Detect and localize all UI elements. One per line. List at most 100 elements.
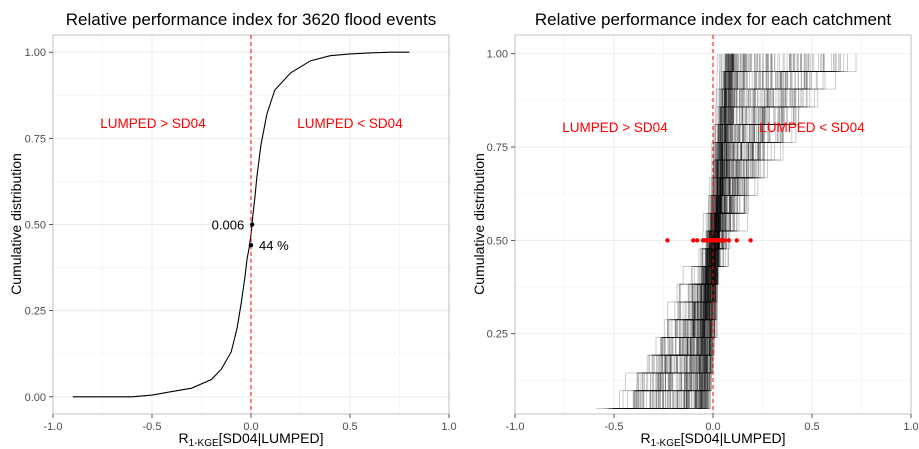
median-point (691, 238, 696, 243)
x-tick-label: 1.0 (903, 421, 918, 433)
catchment-curve (704, 53, 733, 409)
catchment-curve (629, 53, 802, 409)
panel1-y-axis-label: Cumulative distribution (8, 153, 24, 295)
median-point (694, 238, 700, 243)
catchment-curve (705, 53, 733, 409)
catchment-curve (682, 53, 751, 409)
catchment-curve (700, 53, 728, 409)
catchment-curve (709, 53, 735, 409)
panel1-region-left-label: LUMPED > SD04 (100, 116, 206, 131)
catchment-curve (708, 53, 732, 409)
y-tick-label: 0.50 (487, 235, 508, 247)
catchment-curve (686, 53, 734, 409)
catchment-curve (703, 53, 736, 409)
catchment-curve (695, 53, 727, 409)
catchment-curve (639, 53, 806, 409)
panel1-region-right-label: LUMPED < SD04 (297, 116, 403, 131)
catchment-curve (655, 53, 805, 409)
panel2-title: Relative performance index for each catc… (535, 10, 892, 29)
y-tick-label: 0.00 (25, 392, 46, 404)
panel2-y-axis-label: Cumulative distribution (471, 153, 487, 295)
catchment-curve (673, 53, 758, 409)
panel2-x-axis-label: R1-KGE[SD04|LUMPED] (641, 430, 786, 449)
catchment-curve (684, 53, 769, 409)
catchment-curve (697, 53, 734, 409)
median-point (665, 238, 670, 243)
catchment-curve (696, 53, 734, 409)
panel2-median-points (665, 238, 753, 243)
catchment-curve (700, 53, 730, 409)
catchment-curve (699, 53, 734, 409)
catchment-curve (706, 53, 737, 409)
catchment-curve (698, 53, 736, 409)
panel1-annotated-points: 0.006 44 % (212, 218, 289, 254)
panel-flood-events: Relative performance index for 3620 floo… (8, 10, 457, 449)
catchment-curve (596, 53, 841, 409)
catchment-curve (613, 53, 822, 409)
catchment-curve (682, 53, 745, 409)
catchment-curve (613, 53, 837, 409)
catchment-curve (702, 53, 727, 409)
catchment-curve (695, 53, 736, 409)
catchment-curve (623, 53, 802, 409)
x-tick-label: 0.0 (243, 421, 258, 433)
panel1-xlabel-rest: [SD04|LUMPED] (219, 430, 324, 446)
catchment-curve (639, 53, 794, 409)
catchment-curve (702, 53, 725, 409)
catchment-curve (656, 53, 801, 409)
panel2-y-ticks: 0.25 0.50 0.75 1.00 (487, 49, 515, 341)
catchment-curve (691, 53, 748, 409)
catchment-curve (704, 53, 729, 409)
catchment-curve (626, 53, 813, 409)
catchment-curve (694, 53, 731, 409)
catchment-curve (611, 53, 825, 409)
catchment-curve (660, 53, 791, 409)
catchment-curve (662, 53, 785, 409)
median-point (722, 238, 728, 243)
catchment-curve (698, 53, 730, 409)
catchment-curve (638, 53, 796, 409)
y-tick-label: 0.75 (487, 142, 508, 154)
catchment-curve (694, 53, 726, 409)
catchment-curve (689, 53, 735, 409)
x-tick-label: 1.0 (441, 421, 456, 433)
catchment-curve (652, 53, 791, 409)
catchment-curve (704, 53, 729, 409)
catchment-curve (636, 53, 835, 409)
catchment-curve (624, 53, 795, 409)
catchment-curve (619, 53, 834, 409)
catchment-curve (704, 53, 733, 409)
catchment-curve (706, 53, 731, 409)
catchment-curve (669, 53, 767, 409)
catchment-curve (700, 53, 745, 409)
catchment-curve (699, 53, 722, 409)
catchment-curve (695, 53, 721, 409)
catchment-curve (612, 53, 825, 409)
catchment-curve (700, 53, 729, 409)
catchment-curve (674, 53, 756, 409)
median-point (734, 238, 739, 243)
median-point (726, 238, 732, 243)
catchment-curve (678, 53, 742, 409)
panel2-xlabel-sub: 1-KGE (651, 438, 681, 449)
x-tick-label: 0.0 (705, 421, 720, 433)
catchment-curve (704, 53, 734, 409)
catchment-curve (694, 53, 739, 409)
x-tick-label: -0.5 (605, 421, 624, 433)
catchment-curve (622, 53, 848, 409)
catchment-curve (692, 53, 744, 409)
catchment-curve (662, 53, 773, 409)
catchment-curve (658, 53, 784, 409)
catchment-curve (704, 53, 733, 409)
panel1-y-ticks: 0.00 0.25 0.50 0.75 1.00 (25, 47, 53, 404)
catchment-curve (678, 53, 749, 409)
catchment-curve (650, 53, 810, 409)
catchment-curve (702, 53, 729, 409)
point-label: 44 % (259, 238, 289, 253)
catchment-curve (694, 53, 732, 409)
catchment-curve (662, 53, 776, 409)
catchment-curve (622, 53, 809, 409)
catchment-curve (678, 53, 742, 409)
catchment-curve (611, 53, 819, 409)
catchment-curve (696, 53, 727, 409)
